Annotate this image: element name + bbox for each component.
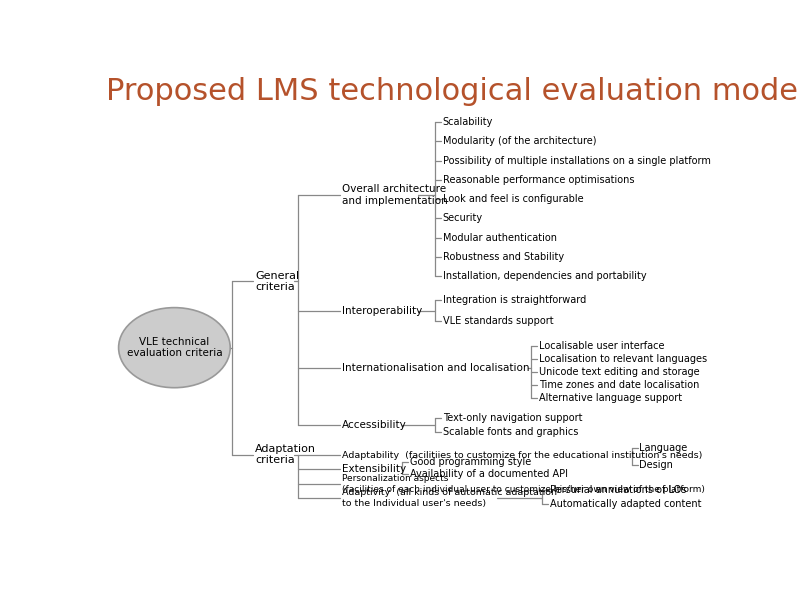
Text: General
criteria: General criteria — [255, 271, 299, 292]
Text: Accessibility: Accessibility — [342, 419, 406, 430]
Text: Adaptability  (facilitiies to customize for the educational institution's needs): Adaptability (facilitiies to customize f… — [342, 451, 702, 460]
Text: VLE technical
evaluation criteria: VLE technical evaluation criteria — [126, 337, 222, 358]
Text: Interoperability: Interoperability — [342, 306, 422, 316]
Text: Adaptivity  (all kinds of automatic adaptation
to the Individual user's needs): Adaptivity (all kinds of automatic adapt… — [342, 488, 557, 508]
Text: Time zones and date localisation: Time zones and date localisation — [538, 380, 699, 391]
Text: Automatically adapted content: Automatically adapted content — [550, 499, 701, 509]
Text: Good programming style: Good programming style — [410, 457, 531, 467]
Text: Localisable user interface: Localisable user interface — [538, 341, 664, 351]
Text: Localisation to relevant languages: Localisation to relevant languages — [538, 354, 706, 364]
Text: Overall architecture
and implementation: Overall architecture and implementation — [342, 184, 447, 206]
Text: Availability of a documented API: Availability of a documented API — [410, 469, 568, 479]
Text: Modular authentication: Modular authentication — [442, 233, 557, 242]
Text: Language: Language — [639, 443, 688, 453]
Text: Installation, dependencies and portability: Installation, dependencies and portabili… — [442, 271, 646, 281]
Text: Internationalisation and localisation: Internationalisation and localisation — [342, 364, 530, 373]
Text: Integration is straightforward: Integration is straightforward — [442, 295, 586, 305]
Text: Design: Design — [639, 460, 674, 470]
Ellipse shape — [118, 308, 230, 388]
Text: Extensibility: Extensibility — [342, 464, 406, 473]
Text: Look and feel is configurable: Look and feel is configurable — [442, 194, 583, 204]
Text: Text-only navigation support: Text-only navigation support — [442, 413, 582, 423]
Text: Unicode text editing and storage: Unicode text editing and storage — [538, 367, 699, 377]
Text: Security: Security — [442, 213, 482, 223]
Text: Reasonable performance optimisations: Reasonable performance optimisations — [442, 175, 634, 185]
Text: Adaptation
criteria: Adaptation criteria — [255, 444, 316, 466]
Text: Scalable fonts and graphics: Scalable fonts and graphics — [442, 427, 578, 437]
Text: Modularity (of the architecture): Modularity (of the architecture) — [442, 136, 596, 146]
Text: Possibility of multiple installations on a single platform: Possibility of multiple installations on… — [442, 155, 710, 166]
Text: Proposed LMS technological evaluation model: Proposed LMS technological evaluation mo… — [106, 77, 800, 106]
Text: Scalability: Scalability — [442, 117, 493, 127]
Text: Alternative language support: Alternative language support — [538, 393, 682, 403]
Text: VLE standards support: VLE standards support — [442, 316, 553, 326]
Text: Persurial annulations of LOs: Persurial annulations of LOs — [550, 485, 686, 495]
Text: Personalization aspects
(facilities of each individual user to customize his/her: Personalization aspects (facilities of e… — [342, 474, 705, 494]
Text: Robustness and Stability: Robustness and Stability — [442, 252, 564, 262]
